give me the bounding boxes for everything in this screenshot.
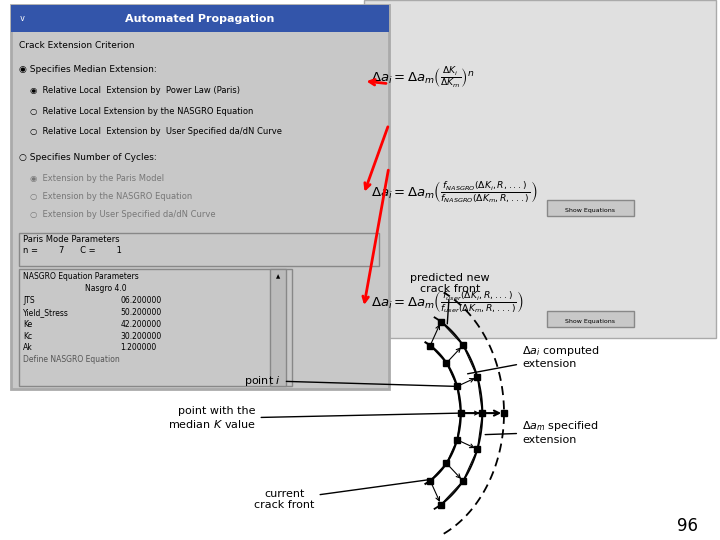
Text: Ak: Ak bbox=[23, 343, 33, 353]
Text: JTS: JTS bbox=[23, 296, 35, 305]
Text: ▲: ▲ bbox=[276, 274, 280, 279]
Text: 06.200000: 06.200000 bbox=[120, 296, 161, 305]
Bar bbox=[270, 269, 286, 386]
Text: ○ Specifies Number of Cycles:: ○ Specifies Number of Cycles: bbox=[19, 153, 157, 163]
Bar bbox=[547, 200, 634, 216]
Text: Show Equations: Show Equations bbox=[565, 208, 616, 213]
Text: ◉  Relative Local  Extension by  Power Law (Paris): ◉ Relative Local Extension by Power Law … bbox=[30, 86, 240, 96]
Text: v: v bbox=[19, 15, 24, 23]
Text: Yield_Stress: Yield_Stress bbox=[23, 308, 69, 317]
Text: ○  Relative Local Extension by the NASGRO Equation: ○ Relative Local Extension by the NASGRO… bbox=[30, 107, 253, 116]
Text: ○  Relative Local  Extension by  User Specified da/dN Curve: ○ Relative Local Extension by User Speci… bbox=[30, 127, 282, 137]
Text: point $i$: point $i$ bbox=[244, 374, 454, 388]
Text: NASGRO Equation Parameters: NASGRO Equation Parameters bbox=[23, 272, 139, 281]
Text: $\Delta a_m$ specified
extension: $\Delta a_m$ specified extension bbox=[485, 419, 599, 445]
Text: n =        7      C =        1: n = 7 C = 1 bbox=[23, 246, 122, 255]
Text: $\Delta a_i = \Delta a_m \left(\frac{\Delta K_i}{\Delta K_m}\right)^n$: $\Delta a_i = \Delta a_m \left(\frac{\De… bbox=[371, 66, 474, 91]
Bar bbox=[547, 310, 634, 327]
Text: current
crack front: current crack front bbox=[254, 480, 429, 510]
Text: Show Equations: Show Equations bbox=[565, 319, 616, 323]
Text: Define NASGRO Equation: Define NASGRO Equation bbox=[23, 355, 120, 364]
Text: 96: 96 bbox=[678, 517, 698, 535]
Bar bbox=[19, 233, 379, 266]
Bar bbox=[364, 0, 716, 338]
Text: $\Delta a_i = \Delta a_m \left(\frac{f_{user}(\Delta K_i, R,...)}{f_{user}(\Delt: $\Delta a_i = \Delta a_m \left(\frac{f_{… bbox=[371, 289, 523, 315]
Bar bbox=[11, 5, 389, 389]
Text: 30.200000: 30.200000 bbox=[120, 332, 161, 341]
Text: Automated Propagation: Automated Propagation bbox=[125, 14, 274, 24]
Text: 1.200000: 1.200000 bbox=[120, 343, 156, 353]
Text: predicted new
crack front: predicted new crack front bbox=[410, 273, 490, 324]
Text: Crack Extension Criterion: Crack Extension Criterion bbox=[19, 40, 135, 50]
Text: 42.200000: 42.200000 bbox=[120, 320, 161, 329]
Text: ◉  Extension by the Paris Model: ◉ Extension by the Paris Model bbox=[30, 174, 164, 183]
Text: 50.200000: 50.200000 bbox=[120, 308, 161, 317]
Text: Paris Mode Parameters: Paris Mode Parameters bbox=[23, 235, 120, 245]
Text: Ke: Ke bbox=[23, 320, 32, 329]
Text: ◉ Specifies Median Extension:: ◉ Specifies Median Extension: bbox=[19, 65, 157, 74]
Bar bbox=[11, 5, 389, 32]
Text: ○  Extension by the NASGRO Equation: ○ Extension by the NASGRO Equation bbox=[30, 192, 192, 201]
Text: Kc: Kc bbox=[23, 332, 32, 341]
Text: $\Delta a_i$ computed
extension: $\Delta a_i$ computed extension bbox=[467, 343, 600, 374]
Text: $\Delta a_i = \Delta a_m \left(\frac{f_{NASGRO}(\Delta K_i, R,...)}{f_{NASGRO}(\: $\Delta a_i = \Delta a_m \left(\frac{f_{… bbox=[371, 179, 537, 205]
Text: Nasgro 4.0: Nasgro 4.0 bbox=[85, 284, 127, 293]
Text: point with the
median $K$ value: point with the median $K$ value bbox=[168, 407, 458, 430]
Bar bbox=[19, 269, 292, 386]
Text: ○  Extension by User Specified da/dN Curve: ○ Extension by User Specified da/dN Curv… bbox=[30, 210, 216, 219]
